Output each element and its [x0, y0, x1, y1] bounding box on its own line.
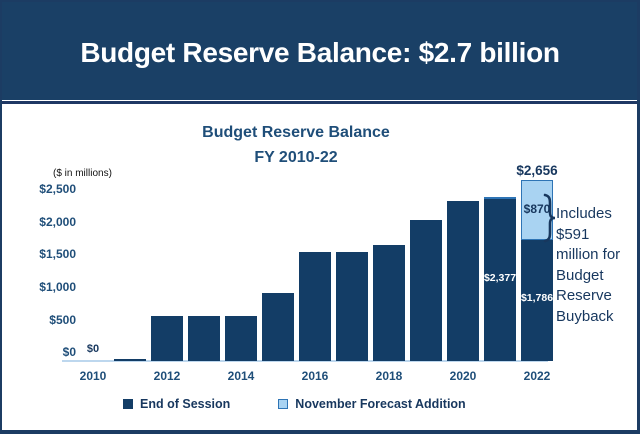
y-tick-0: $0: [62, 345, 76, 360]
bar-end-of-session-2016: [299, 252, 331, 361]
bar-label-2021-inside-dark: $2,377: [483, 272, 517, 285]
bar-end-of-session-2019: [410, 219, 442, 361]
november-forecast-swatch: [278, 399, 289, 409]
x-tick-2014: 2014: [227, 369, 255, 383]
bar-end-of-session-2012: [151, 316, 183, 361]
chart-title-line2: FY 2010-22: [254, 149, 338, 166]
y-tick-2000: $2,000: [39, 214, 76, 229]
bar-november-addition-2022: [521, 180, 553, 240]
x-tick-2012: 2012: [153, 369, 181, 383]
legend-label-november-forecast: November Forecast Addition: [295, 397, 466, 411]
chart-title: Budget Reserve Balance FY 2010-22: [146, 120, 446, 170]
x-tick-2020: 2020: [449, 369, 477, 383]
bar-label-2022-inside-light: $870: [523, 201, 551, 216]
bar-end-of-session-2011: [114, 358, 146, 361]
legend: End of Session November Forecast Additio…: [123, 397, 466, 411]
bar-end-of-session-2014: [225, 316, 257, 361]
y-tick-2500: $2,500: [39, 182, 76, 196]
x-tick-2010: 2010: [79, 369, 107, 383]
bar-label-2022-above-total: $2,656: [516, 163, 558, 179]
bar-label-2010-above: $0: [86, 343, 100, 355]
y-tick-500: $500: [49, 312, 76, 327]
y-tick-1500: $1,500: [39, 247, 76, 262]
header-banner: Budget Reserve Balance: $2.7 billion: [2, 2, 637, 100]
header-divider: [2, 101, 637, 104]
annotation-text: Includes $591 million for Budget Reserve…: [556, 205, 621, 325]
bar-end-of-session-2018: [373, 245, 405, 361]
legend-label-end-of-session: End of Session: [140, 397, 231, 411]
bar-end-of-session-2017: [336, 251, 368, 361]
bar-end-of-session-2020: [447, 200, 479, 361]
x-tick-2016: 2016: [301, 369, 329, 383]
bar-end-of-session-2015: [262, 293, 294, 361]
legend-item-november-forecast: November Forecast Addition: [278, 397, 466, 411]
end-of-session-swatch: [123, 399, 133, 409]
bar-end-of-session-2021: [484, 199, 516, 361]
bar-label-2022-inside-dark: $1,786: [520, 292, 554, 305]
x-tick-2018: 2018: [375, 369, 403, 383]
bar-end-of-session-2022: [521, 239, 553, 361]
legend-item-end-of-session: End of Session: [123, 397, 230, 411]
x-axis-line: [62, 360, 548, 362]
brace-bracket: [543, 193, 556, 243]
x-tick-2022: 2022: [523, 369, 551, 383]
bar-end-of-session-2013: [188, 316, 220, 361]
chart-title-line1: Budget Reserve Balance: [202, 124, 390, 141]
bar-november-addition-2021: [484, 196, 516, 200]
y-tick-1000: $1,000: [39, 279, 76, 294]
units-note: ($ in millions): [53, 168, 112, 179]
page-title: Budget Reserve Balance: $2.7 billion: [80, 37, 560, 68]
